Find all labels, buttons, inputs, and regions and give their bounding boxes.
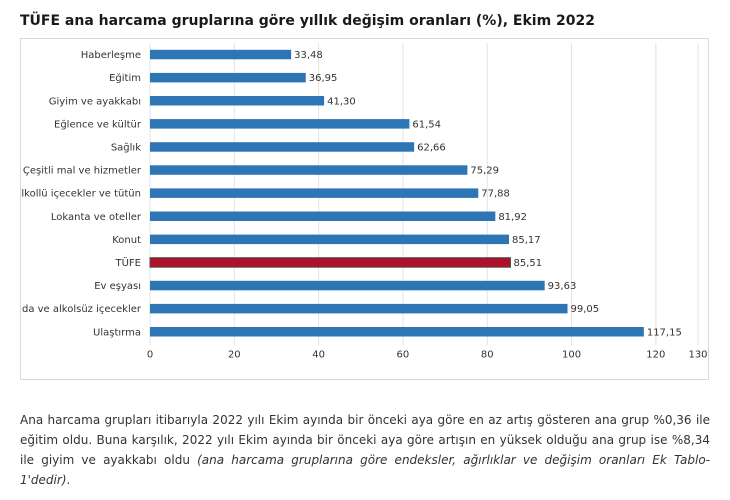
x-tick-label: 80 xyxy=(481,349,494,360)
value-label: 99,05 xyxy=(571,304,600,315)
chart-value-labels: 33,48 36,95 41,30 61,54 62,66 75,29 77,88 81,92… xyxy=(294,50,682,338)
value-label: 77,88 xyxy=(481,189,510,200)
category-label: Gıda ve alkolsüz içecekler xyxy=(21,304,142,315)
bar xyxy=(150,188,479,198)
value-label: 85,17 xyxy=(512,235,541,246)
value-label: 41,30 xyxy=(327,96,356,107)
category-label: Ev eşyası xyxy=(94,281,141,292)
chart-frame: Haberleşme Eğitim Giyim ve ayakkabı Eğlence… xyxy=(20,38,709,380)
value-label: 117,15 xyxy=(647,327,682,338)
x-tick-label: 0 xyxy=(147,349,153,360)
category-label: Lokanta ve oteller xyxy=(51,212,142,223)
category-label: Eğitim xyxy=(109,72,141,84)
x-tick-label: 130 xyxy=(688,349,707,360)
bar xyxy=(150,142,415,152)
value-label: 33,48 xyxy=(294,50,323,61)
x-tick-label: 20 xyxy=(228,349,241,360)
bar xyxy=(150,234,510,245)
bar xyxy=(150,303,568,314)
bar xyxy=(150,327,644,337)
x-tick-label: 100 xyxy=(562,349,581,360)
bar xyxy=(150,165,468,175)
category-label: TÜFE xyxy=(115,256,142,269)
bar xyxy=(150,49,292,60)
bar xyxy=(150,119,410,129)
bar-chart: Haberleşme Eğitim Giyim ve ayakkabı Eğlence… xyxy=(21,43,708,360)
value-label: 81,92 xyxy=(498,212,527,223)
value-label: 36,95 xyxy=(309,73,338,84)
value-label: 61,54 xyxy=(412,119,441,130)
x-tick-label: 40 xyxy=(312,349,325,360)
x-tick-label: 120 xyxy=(646,349,665,360)
category-label: Giyim ve ayakkabı xyxy=(49,96,141,107)
category-label: Haberleşme xyxy=(81,50,141,61)
bar xyxy=(150,96,325,106)
bar xyxy=(150,211,496,221)
bar xyxy=(150,72,306,83)
description-note: (ana harcama gruplarına göre endeksler, … xyxy=(20,453,710,487)
chart-x-axis-ticks: 0 20 40 60 80 100 120 130 xyxy=(147,349,708,360)
description-paragraph: Ana harcama grupları itibarıyla 2022 yıl… xyxy=(20,410,710,490)
category-label: Eğlence ve kültür xyxy=(54,118,142,130)
bar xyxy=(150,280,545,291)
description-text: Ana harcama grupları itibarıyla 2022 yıl… xyxy=(20,413,710,467)
value-label: 75,29 xyxy=(470,166,499,177)
chart-bars xyxy=(149,49,644,337)
bar-highlight xyxy=(149,257,511,268)
chart-title: TÜFE ana harcama gruplarına göre yıllık … xyxy=(20,13,596,29)
value-label: 85,51 xyxy=(513,258,542,269)
category-label: Konut xyxy=(112,235,141,246)
description-end: . xyxy=(66,473,71,487)
value-label: 62,66 xyxy=(417,142,446,153)
category-label: Ulaştırma xyxy=(93,327,141,338)
category-label: Sağlık xyxy=(111,141,141,153)
category-label: Çeşitli mal ve hizmetler xyxy=(23,166,142,177)
x-tick-label: 60 xyxy=(397,349,410,360)
value-label: 93,63 xyxy=(548,281,577,292)
chart-category-labels: Haberleşme Eğitim Giyim ve ayakkabı Eğlence… xyxy=(21,50,142,338)
category-label: Alkollü içecekler ve tütün xyxy=(21,189,141,200)
